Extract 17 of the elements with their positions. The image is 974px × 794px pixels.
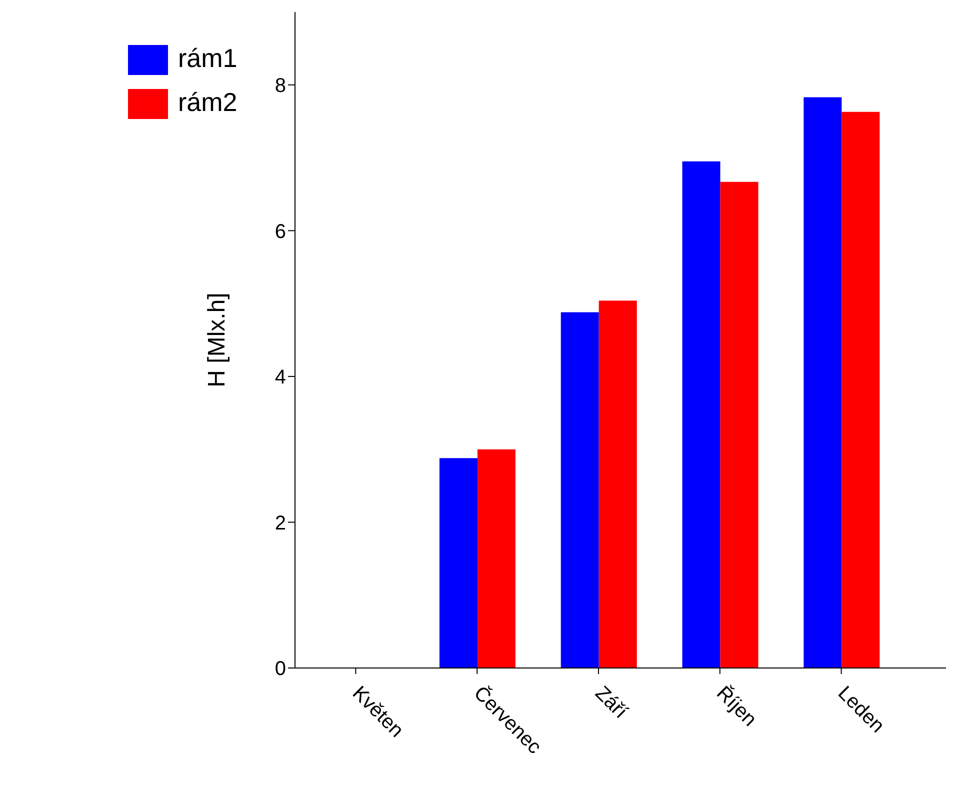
bar xyxy=(842,112,880,668)
legend-label: rám2 xyxy=(178,87,238,118)
bar xyxy=(804,97,842,668)
bar xyxy=(682,161,720,668)
bar xyxy=(560,312,599,668)
bar xyxy=(598,300,637,668)
bar xyxy=(720,182,758,668)
legend-label: rám1 xyxy=(178,43,238,73)
y-tick-label: 8 xyxy=(274,74,286,97)
y-axis-title: H [Mlx.h] xyxy=(204,292,231,388)
x-tick-label: Září xyxy=(590,682,632,724)
y-tick-label: 6 xyxy=(274,220,286,243)
y-tick-label: 2 xyxy=(274,512,286,534)
bar xyxy=(477,449,516,668)
y-tick-label: 0 xyxy=(274,658,286,680)
y-tick-label: 4 xyxy=(274,366,286,389)
bar xyxy=(439,458,478,668)
